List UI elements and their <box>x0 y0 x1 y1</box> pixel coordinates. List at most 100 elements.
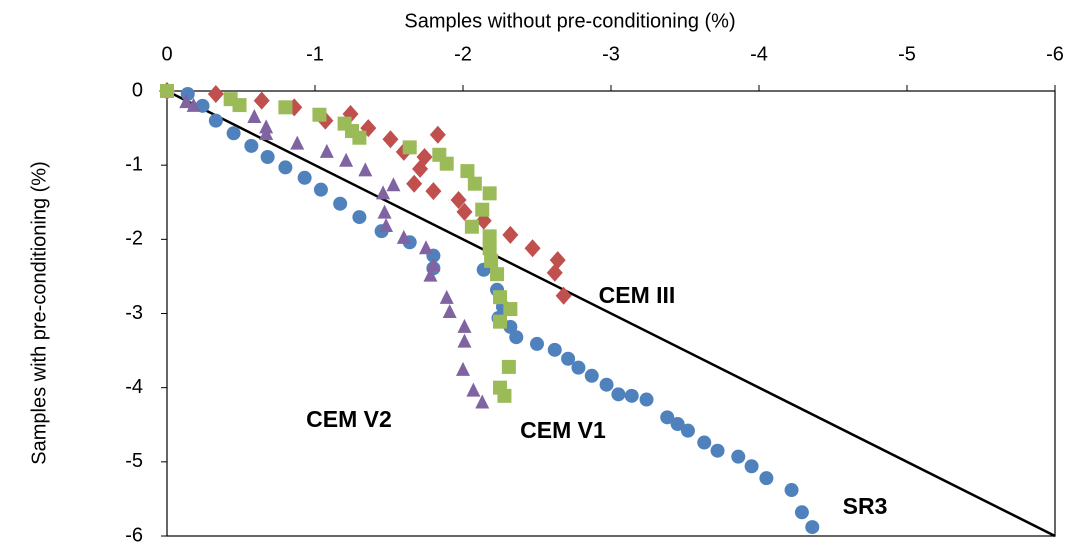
point <box>611 387 626 402</box>
point <box>179 94 194 109</box>
point <box>503 302 518 317</box>
point <box>319 143 334 158</box>
point <box>312 107 327 122</box>
point <box>386 177 401 192</box>
x-tick-label: -2 <box>454 43 472 65</box>
point <box>358 162 373 177</box>
x-tick-label: -5 <box>898 43 916 65</box>
point <box>493 290 507 305</box>
point <box>497 388 512 403</box>
y-tick-label: -3 <box>125 302 143 324</box>
point <box>460 164 475 179</box>
point <box>456 361 470 376</box>
point <box>450 191 467 210</box>
point <box>639 392 654 407</box>
point <box>226 126 241 141</box>
point <box>624 388 639 403</box>
x-tick-label: -1 <box>306 43 324 65</box>
point <box>464 219 479 234</box>
point <box>555 286 572 305</box>
point <box>419 240 433 255</box>
point <box>402 140 417 155</box>
series-label: CEM V2 <box>306 406 392 432</box>
point <box>160 84 174 98</box>
point <box>297 170 312 185</box>
point <box>412 159 429 178</box>
point <box>697 435 712 450</box>
point <box>426 257 441 272</box>
point <box>457 318 472 333</box>
point <box>442 304 457 319</box>
point <box>379 217 394 232</box>
point <box>313 182 328 197</box>
x-tick-label: -3 <box>602 43 620 65</box>
point <box>333 196 348 211</box>
y-tick-label: -2 <box>125 228 143 250</box>
point <box>482 186 497 201</box>
y-tick-label: -1 <box>125 153 143 175</box>
series-label: CEM III <box>599 282 676 308</box>
point <box>259 126 274 141</box>
point <box>759 471 774 486</box>
point <box>456 202 473 221</box>
point <box>571 360 586 375</box>
point <box>439 156 454 171</box>
x-tick-label: 0 <box>161 43 172 65</box>
point <box>339 152 354 167</box>
point <box>425 182 442 201</box>
point <box>501 359 516 374</box>
y-tick-label: -6 <box>125 524 143 546</box>
point <box>493 314 507 329</box>
point <box>530 336 544 351</box>
point <box>482 241 497 256</box>
point <box>247 108 262 123</box>
y-tick-label: 0 <box>132 79 143 101</box>
y-axis-title: Samples with pre-conditioning (%) <box>28 161 50 464</box>
point <box>244 138 259 153</box>
point <box>502 225 519 244</box>
point <box>396 229 411 244</box>
point <box>547 342 562 357</box>
point <box>429 125 446 144</box>
point <box>805 520 820 535</box>
point <box>253 91 270 110</box>
series-label: CEM V1 <box>520 417 606 443</box>
x-tick-label: -6 <box>1046 43 1064 65</box>
point <box>484 253 499 268</box>
point <box>466 382 481 397</box>
x-tick-label: -4 <box>750 43 768 65</box>
point <box>475 202 490 217</box>
point <box>352 210 367 225</box>
point <box>475 394 490 409</box>
point <box>439 289 454 304</box>
point <box>549 251 566 270</box>
point <box>599 377 614 392</box>
point <box>509 330 524 345</box>
point <box>490 267 505 282</box>
point <box>208 113 223 128</box>
point <box>382 130 399 149</box>
point <box>546 263 563 282</box>
x-axis-title: Samples without pre-conditioning (%) <box>404 10 735 32</box>
point <box>260 150 275 165</box>
point <box>680 423 695 438</box>
point <box>186 97 201 112</box>
series-label: SR3 <box>843 493 888 519</box>
point <box>406 174 423 193</box>
point <box>352 130 367 145</box>
point <box>744 459 759 474</box>
point <box>670 417 685 432</box>
reference-line <box>166 89 1056 538</box>
point <box>278 100 293 115</box>
y-tick-label: -4 <box>125 376 143 398</box>
point <box>180 86 195 101</box>
point <box>457 333 472 348</box>
point <box>482 229 497 244</box>
y-tick-label: -5 <box>125 450 143 472</box>
point <box>731 449 746 464</box>
point <box>232 98 247 113</box>
point <box>584 368 599 383</box>
point <box>794 505 809 520</box>
point <box>290 135 305 150</box>
